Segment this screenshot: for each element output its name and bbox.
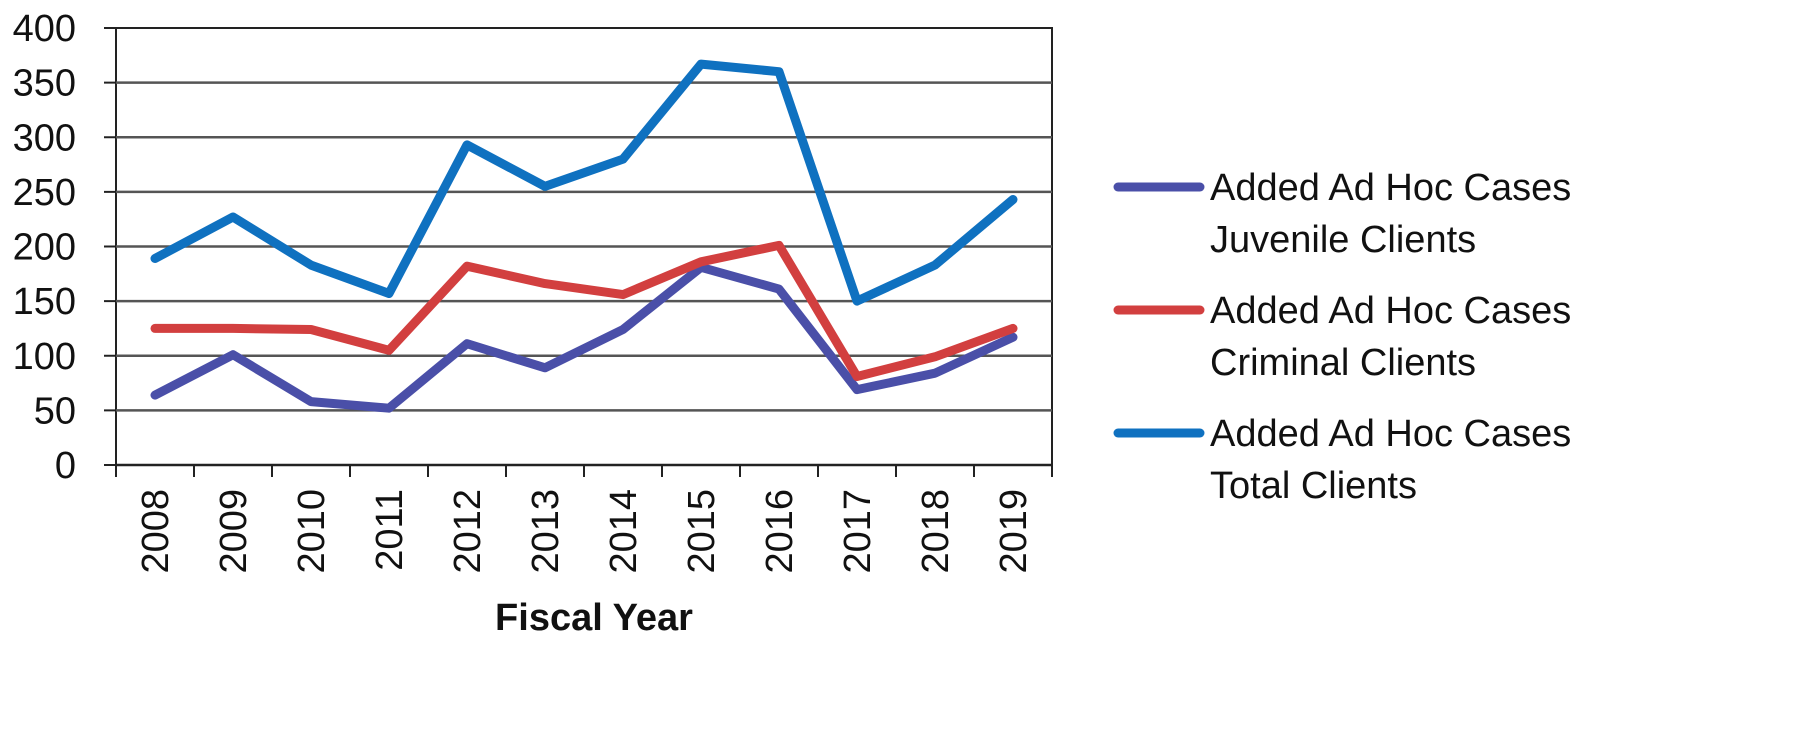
x-tick-label-2018: 2018 [915, 489, 957, 574]
series-line-criminal-clients [150, 240, 1018, 381]
y-tick-label-150: 150 [13, 281, 76, 323]
x-tick-label-2017: 2017 [837, 489, 879, 574]
x-tick-label-2009: 2009 [213, 489, 255, 574]
x-tick-label-2015: 2015 [681, 489, 723, 574]
y-tick-label-100: 100 [13, 336, 76, 378]
series-line-juvenile-clients [150, 262, 1018, 413]
legend-label-criminal-clients-line-1: Added Ad Hoc Cases [1210, 290, 1571, 332]
y-tick-label-0: 0 [55, 445, 76, 487]
legend-label-total-clients-line-2: Total Clients [1210, 465, 1417, 507]
series-line-total-clients [150, 59, 1018, 306]
y-tick-label-400: 400 [13, 8, 76, 50]
x-tick-label-2014: 2014 [603, 489, 645, 574]
series-layer [150, 59, 1018, 413]
legend: Added Ad Hoc Cases Juvenile Clients Added … [1113, 167, 1571, 507]
x-tick-label-2011: 2011 [369, 489, 411, 571]
legend-label-juvenile-clients-line-2: Juvenile Clients [1210, 219, 1476, 261]
x-tick-label-2012: 2012 [447, 489, 489, 574]
y-tick-label-50: 50 [34, 390, 76, 432]
legend-label-total-clients-line-1: Added Ad Hoc Cases [1210, 413, 1571, 455]
legend-label-criminal-clients-line-2: Criminal Clients [1210, 342, 1476, 384]
grid-layer [115, 27, 1053, 466]
x-tick-label-2016: 2016 [759, 489, 801, 574]
x-tick-label-2010: 2010 [291, 489, 333, 574]
x-tick-label-2008: 2008 [135, 489, 177, 574]
y-tick-label-200: 200 [13, 227, 76, 269]
axis-layer: 0 50 100 150 200 250 300 350 400 2008 2009 2010 2011… [13, 8, 1053, 574]
y-tick-label-350: 350 [13, 63, 76, 105]
x-tick-label-2013: 2013 [525, 489, 567, 574]
y-tick-label-250: 250 [13, 172, 76, 214]
legend-label-juvenile-clients-line-1: Added Ad Hoc Cases [1210, 167, 1571, 209]
x-tick-label-2019: 2019 [993, 489, 1035, 574]
x-axis-title: Fiscal Year [495, 597, 693, 639]
y-tick-label-300: 300 [13, 117, 76, 159]
